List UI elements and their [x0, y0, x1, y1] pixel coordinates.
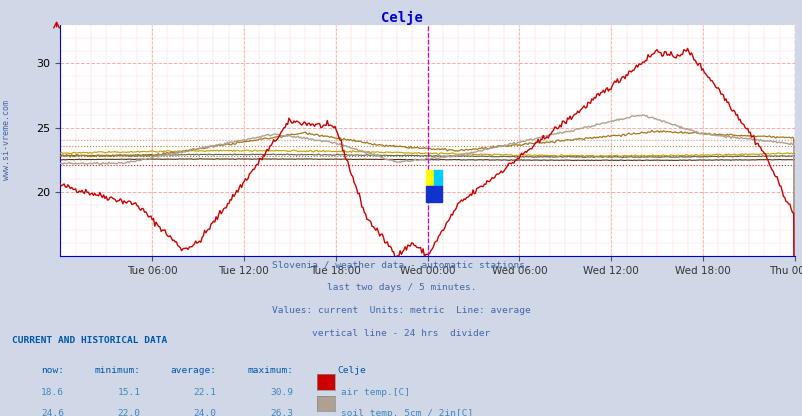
- Text: 26.3: 26.3: [269, 409, 293, 416]
- Text: 24.0: 24.0: [193, 409, 217, 416]
- Text: 22.0: 22.0: [117, 409, 140, 416]
- Text: Celje: Celje: [337, 366, 366, 375]
- Bar: [434, 170, 442, 186]
- Text: average:: average:: [171, 366, 217, 375]
- Text: soil temp. 5cm / 2in[C]: soil temp. 5cm / 2in[C]: [341, 409, 473, 416]
- Text: 18.6: 18.6: [41, 388, 64, 397]
- Text: minimum:: minimum:: [95, 366, 140, 375]
- Text: Celje: Celje: [380, 10, 422, 25]
- Bar: [426, 170, 434, 186]
- Text: 24.6: 24.6: [41, 409, 64, 416]
- Bar: [426, 186, 442, 202]
- Text: Slovenia / weather data - automatic stations.: Slovenia / weather data - automatic stat…: [272, 260, 530, 269]
- Text: air temp.[C]: air temp.[C]: [341, 388, 410, 397]
- Text: CURRENT AND HISTORICAL DATA: CURRENT AND HISTORICAL DATA: [12, 336, 167, 345]
- Text: maximum:: maximum:: [247, 366, 293, 375]
- Text: last two days / 5 minutes.: last two days / 5 minutes.: [326, 283, 476, 292]
- Text: 22.1: 22.1: [193, 388, 217, 397]
- Text: vertical line - 24 hrs  divider: vertical line - 24 hrs divider: [312, 329, 490, 338]
- Text: 15.1: 15.1: [117, 388, 140, 397]
- Text: now:: now:: [41, 366, 64, 375]
- Text: www.si-vreme.com: www.si-vreme.com: [2, 100, 11, 181]
- Text: 30.9: 30.9: [269, 388, 293, 397]
- Text: Values: current  Units: metric  Line: average: Values: current Units: metric Line: aver…: [272, 306, 530, 315]
